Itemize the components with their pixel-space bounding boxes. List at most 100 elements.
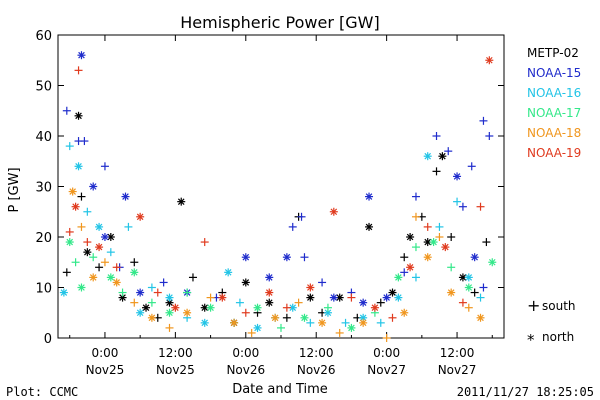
data-point (453, 197, 462, 206)
data-point (476, 202, 485, 211)
data-point (300, 253, 309, 262)
data-point (388, 313, 397, 322)
data-point (65, 238, 74, 247)
data-point (89, 273, 98, 282)
y-tick-label: 10 (35, 282, 52, 297)
data-point (470, 288, 479, 297)
data-point (159, 278, 168, 287)
data-point (458, 273, 467, 282)
data-point (464, 303, 473, 312)
legend-entry: NOAA-17 (527, 106, 581, 120)
x-tick-date-label: Nov25 (86, 363, 125, 377)
data-point (247, 328, 256, 337)
data-point (165, 293, 174, 302)
data-point (112, 278, 121, 287)
data-point (271, 313, 280, 322)
data-point (444, 147, 453, 156)
data-point (165, 323, 174, 332)
data-point (65, 227, 74, 236)
data-point (306, 293, 315, 302)
data-point (394, 273, 403, 282)
x-tick-date-label: Nov27 (438, 363, 477, 377)
data-point (253, 323, 262, 332)
marker-legend-north: * north (527, 330, 574, 349)
data-point (447, 233, 456, 241)
data-point (183, 288, 192, 297)
data-point (130, 258, 139, 267)
data-point (359, 318, 368, 327)
data-point (411, 212, 420, 221)
data-point (77, 283, 86, 292)
data-point (447, 288, 456, 297)
data-point (464, 273, 473, 282)
data-point (411, 273, 420, 282)
data-point (435, 233, 444, 241)
legend-entry: NOAA-15 (527, 66, 581, 80)
data-point (188, 273, 197, 282)
x-tick-time-label: 12:00 (158, 346, 193, 360)
data-point (130, 298, 139, 307)
data-point (265, 273, 274, 282)
x-tick-date-label: Nov26 (226, 363, 265, 377)
data-point (282, 253, 291, 262)
y-tick-label: 0 (44, 332, 52, 347)
data-point (74, 111, 83, 120)
data-point (153, 288, 162, 297)
asterisk-marker-icon: * (527, 331, 535, 349)
data-point (306, 283, 315, 292)
legend: METP-02 NOAA-15 NOAA-16 NOAA-17 NOAA-18 NOAA-… (527, 46, 581, 160)
data-point (165, 298, 174, 307)
data-point (479, 283, 488, 292)
data-point (136, 288, 145, 297)
legend-entry: METP-02 (527, 46, 579, 60)
data-point (294, 298, 303, 307)
data-point (253, 303, 262, 312)
marker-legend-south: + south (527, 296, 576, 315)
data-point (83, 207, 92, 216)
data-point (68, 187, 77, 196)
data-point (438, 152, 447, 161)
data-point (147, 313, 156, 322)
chart-title: Hemispheric Power [GW] (180, 13, 379, 32)
data-point (394, 293, 403, 302)
data-point (83, 248, 92, 257)
data-point (265, 288, 274, 297)
south-label: south (542, 299, 576, 313)
data-point (95, 222, 104, 231)
data-point (411, 243, 420, 252)
data-point (365, 222, 374, 231)
data-points (59, 51, 497, 342)
footer-right: 2011/11/27 18:25:05 (457, 385, 594, 399)
data-point (470, 253, 479, 262)
data-point (206, 303, 215, 312)
data-point (241, 253, 250, 262)
data-point (300, 313, 309, 322)
y-tick-label: 50 (35, 80, 52, 95)
data-point (485, 132, 494, 140)
data-point (65, 142, 74, 151)
data-point (130, 268, 139, 277)
y-tick-label: 60 (35, 29, 52, 44)
data-point (77, 192, 86, 201)
data-point (200, 318, 209, 327)
y-axis-label: P [GW] (7, 167, 22, 212)
data-point (89, 253, 98, 262)
data-point (106, 273, 115, 282)
data-point (171, 303, 180, 312)
x-tick-date-label: Nov25 (156, 363, 195, 377)
data-point (241, 308, 250, 317)
x-tick-time-label: 0:00 (91, 346, 118, 360)
data-point (435, 222, 444, 231)
x-tick-time-label: 12:00 (299, 346, 334, 360)
data-point (277, 323, 285, 332)
data-point (77, 51, 86, 60)
data-point (165, 308, 174, 317)
data-point (423, 222, 432, 231)
data-point (382, 293, 391, 302)
data-point (406, 263, 415, 272)
data-point (400, 308, 409, 317)
x-tick-time-label: 0:00 (373, 346, 400, 360)
data-point (423, 253, 432, 262)
data-point (95, 243, 104, 252)
